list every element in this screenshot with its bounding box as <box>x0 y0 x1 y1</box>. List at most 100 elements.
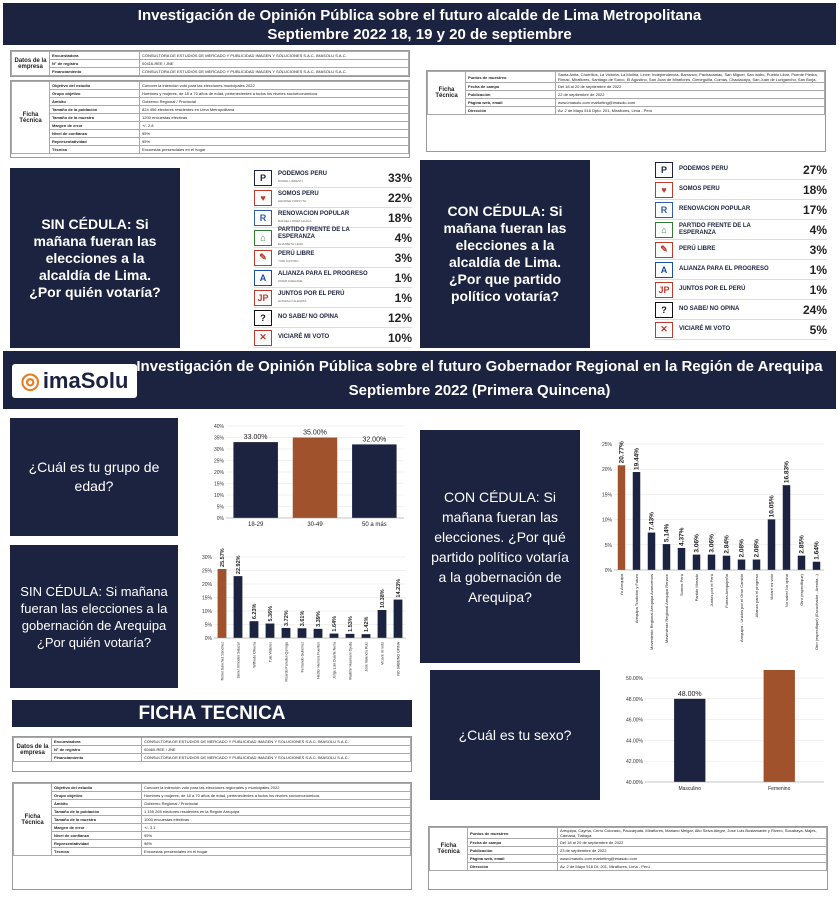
table-key: Margen de error <box>51 823 142 832</box>
party-name: ALIANZA PARA EL PROGRESO <box>679 266 787 273</box>
table-value: Av. 2 de Mayo 516 Dt. 201, Miraflores, L… <box>557 862 827 871</box>
table-key: Tamaño de la muestra <box>51 815 142 824</box>
data-label: 5.14% <box>664 523 671 542</box>
x-tick-label: Arequipa - Unidos por el Gran Cambio <box>739 573 744 642</box>
data-label: 1.53% <box>348 616 354 632</box>
arequipa-sin-cedula-question: SIN CÉDULA: Si mañana fueran las eleccio… <box>10 545 178 688</box>
party-name-text: SOMOS PERU <box>679 186 720 192</box>
table-row: Página web, email www.imasolu.com marketi… <box>428 98 825 107</box>
x-tick-label: Otro (especifique) (Escuchador - Arenita… <box>814 573 819 650</box>
data-label: 10.05% <box>769 495 776 517</box>
bar <box>692 554 701 570</box>
party-name: ALIANZA PARA EL PROGRESO OMAR CHEHADE <box>278 271 372 285</box>
table-row: Ámbito Gobierno Regional / Provincial <box>12 97 409 106</box>
party-percentage: 17% <box>802 202 827 217</box>
bar <box>782 485 791 570</box>
party-name: NO SABE/ NO OPINA <box>679 306 787 313</box>
x-tick-label: Ricardo Paredes Quiroga <box>285 642 289 682</box>
table-label: Ficha Técnica <box>427 71 466 115</box>
table-row: Tamaño de la muestra 1000 encuestas efect… <box>14 815 411 824</box>
data-label: 7.43% <box>649 512 656 531</box>
party-name-text: PARTIDO FRENTE DE LA ESPERANZA <box>679 222 751 236</box>
party-name-text: PODEMOS PERU <box>278 170 328 177</box>
table-value: +/- 2.8 <box>139 121 409 130</box>
x-tick-label: Movimiento Regional Arequipa Avancemos <box>649 574 654 650</box>
party-logo-icon: P <box>655 161 673 178</box>
data-label: 2.85% <box>799 535 806 554</box>
party-logo-icon: ♥ <box>655 181 673 198</box>
party-percentage: 18% <box>802 182 827 197</box>
bar <box>797 555 806 570</box>
party-percentage: 1% <box>394 270 412 285</box>
bar <box>737 559 746 570</box>
bar <box>674 698 706 782</box>
y-tick-label: 20% <box>214 470 225 476</box>
lima-tecnica-table: Ficha Técnica Objetivo del estudio Conocer… <box>10 80 410 158</box>
table-key: Tamaño de la población <box>51 807 142 816</box>
bar <box>352 444 397 518</box>
data-label: 3.61% <box>300 611 306 627</box>
bar <box>393 599 403 638</box>
party-row: R RENOVACION POPULAR 17% <box>655 200 827 220</box>
table-value: CONSULTORA DE ESTUDIOS DE MERCADO Y PUBL… <box>141 737 411 746</box>
table-row: Publicación 23 de septiembre de 2022 <box>430 846 827 855</box>
party-row: ✕ VICIARÉ MI VOTO 5% <box>655 320 827 340</box>
party-row: JP JUNTOS POR EL PERÚ GONZALO ALEGRIA 1% <box>254 288 412 308</box>
arequipa-banner-title: Investigación de Opinión Pública sobre e… <box>136 358 823 375</box>
table-key: Representatividad <box>49 137 140 146</box>
data-label: 6.23% <box>252 603 258 619</box>
party-row: ♥ SOMOS PERU GEORGE FORSYTH 22% <box>254 188 412 208</box>
party-name-text: PODEMOS PERU <box>679 166 729 172</box>
party-logo-icon: ✕ <box>254 329 272 346</box>
table-row: Nivel de confianza 95% <box>14 831 411 840</box>
table-value: Gobierno Regional / Provincial <box>141 799 411 808</box>
table-value: 95% <box>139 129 409 138</box>
x-tick-label: Otro (especifique) <box>799 573 804 605</box>
party-row: ? NO SABE/ NO OPINA 12% <box>254 308 412 328</box>
party-percentage: 27% <box>802 162 827 177</box>
party-logo-icon: A <box>655 261 673 278</box>
party-percentage: 5% <box>809 322 827 337</box>
table-key: Técnica <box>51 847 142 856</box>
table-row: Fecha de campo Del 18 al 20 de septiembre… <box>430 838 827 847</box>
lima-con-cedula-question: CON CÉDULA: Si mañana fueran las eleccio… <box>420 160 590 348</box>
table-value: 00460-REE / JNE <box>141 745 411 754</box>
y-tick-label: 0% <box>205 636 213 642</box>
party-logo-icon: R <box>655 201 673 218</box>
table-key: Financiamiento <box>51 753 142 762</box>
x-tick-label: NO SABE/NO OPINA <box>397 641 401 675</box>
x-tick-label: Vladimir Huamaní Ojeda <box>349 642 353 680</box>
x-tick-label: Wilfredo Oliveira <box>253 642 257 668</box>
party-name-text: RENOVACION POPULAR <box>278 210 350 217</box>
table-value: 22 de septiembre de 2022 <box>555 90 825 99</box>
imasolu-logo: ◎ imaSolu <box>12 364 137 398</box>
party-percentage: 24% <box>802 302 827 317</box>
y-tick-label: 0% <box>217 516 225 522</box>
bar <box>217 568 227 638</box>
lima-tecnica2-table: Ficha Técnica Puntos de muestreo Santa Ani… <box>426 70 826 152</box>
table-key: Nivel de confianza <box>51 831 142 840</box>
table-row: Tamaño de la población 824 456 electores … <box>12 105 409 114</box>
table-value: Conocer la intención voto para las elecc… <box>141 783 411 792</box>
data-label: 2.08% <box>739 539 746 558</box>
table-key: Fecha de campo <box>465 82 556 91</box>
table-key: Página web, email <box>467 854 558 863</box>
arequipa-banner: Investigación de Opinión Pública sobre e… <box>3 351 836 409</box>
bar <box>812 561 821 570</box>
x-tick-label: Masculino <box>678 786 701 792</box>
table-row: Página web, email www.imasolu.com marketi… <box>430 854 827 863</box>
lima-empresa-table: Datos de la empresa Encuestadora CONSULTOR… <box>10 50 410 77</box>
party-row: P PODEMOS PERU 27% <box>655 160 827 180</box>
data-label: 48.00% <box>678 691 702 698</box>
table-key: Dirección <box>465 106 556 115</box>
table-value: Hombres y mujeres, de 18 a 70 años de ed… <box>141 791 411 800</box>
y-tick-label: 25% <box>602 442 613 448</box>
x-tick-label: Rohel Sánchez Sánchez <box>221 642 225 681</box>
arequipa-banner-subtitle: Septiembre 2022 (Primera Quincena) <box>348 382 611 399</box>
data-label: 35.00% <box>303 430 327 437</box>
candidate-name: ELIZABETH LEON <box>278 242 304 246</box>
table-key: Técnica <box>49 145 140 154</box>
table-row: Tamaño de la muestra 1200 encuestas efect… <box>12 113 409 122</box>
table-row: Tamaño de la población 1 155 269 electore… <box>14 807 411 816</box>
table-row: Grupo objetivo Hombres y mujeres, de 18 a… <box>14 791 411 800</box>
